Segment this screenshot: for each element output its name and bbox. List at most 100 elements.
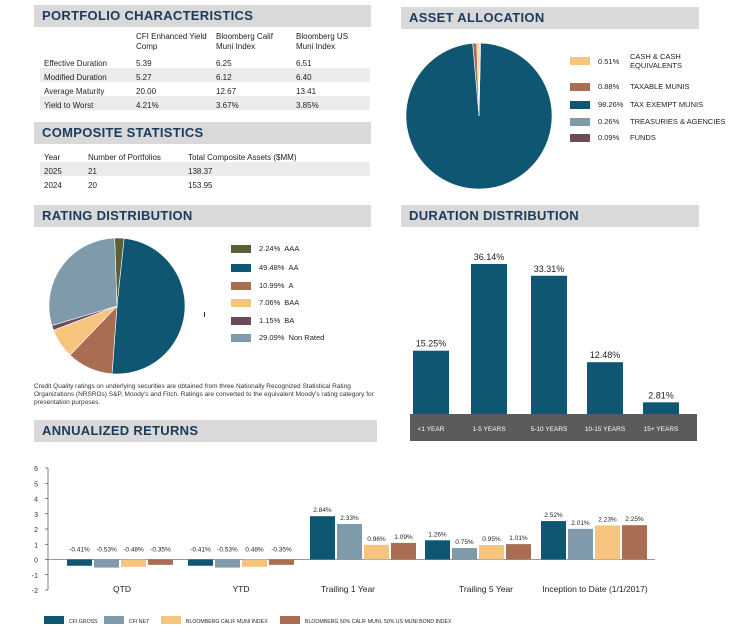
returns-bar-label: 0.75% — [455, 539, 474, 546]
legend-label: TREASURIES & AGENCIES — [630, 117, 726, 126]
returns-bar — [242, 559, 267, 567]
duration-bar — [587, 362, 623, 414]
returns-bar-label: -0.35% — [150, 547, 171, 554]
y-tick-label: 6 — [34, 466, 38, 473]
legend-label: A — [288, 281, 294, 290]
duration-distribution-chart: 15.25% <1 YEAR 36.14% 1-5 YEARS 33.31% 5-10 Y… — [410, 252, 697, 441]
legend-swatch — [280, 616, 300, 624]
row-label: Yield to Worst — [44, 101, 94, 110]
duration-bar — [471, 264, 507, 414]
table-row: Yield to Worst 4.21% 3.67% 3.85% — [40, 96, 370, 110]
returns-bar — [67, 559, 92, 566]
returns-bar-label: -0.35% — [271, 547, 292, 554]
table-cell: 2024 — [44, 181, 62, 190]
legend-label: BA — [284, 316, 295, 325]
rating-footnote: Credit Quality ratings on underlying sec… — [34, 383, 374, 406]
portfolio-characteristics-table: CFI Enhanced Yield Comp Bloomberg Calif … — [40, 32, 370, 110]
returns-bar — [425, 540, 450, 560]
returns-category-label: QTD — [113, 584, 131, 594]
table-cell: 20 — [88, 181, 97, 190]
rating-slice-aa — [111, 238, 186, 375]
duration-category-label: 15+ YEARS — [644, 426, 679, 433]
duration-bar — [531, 275, 567, 414]
returns-category-label: Trailing 1 Year — [321, 584, 375, 594]
returns-category-label: YTD — [233, 584, 250, 594]
legend-pct: 98.26% — [598, 100, 624, 109]
legend-item: 7.06% BAA — [231, 298, 299, 307]
col-header: CFI Enhanced Yield Comp — [136, 32, 207, 51]
returns-bar — [595, 525, 620, 560]
returns-bar — [188, 559, 213, 566]
returns-bar — [506, 544, 531, 560]
rating-distribution-header: RATING DISTRIBUTION — [34, 205, 371, 227]
legend-label: AA — [288, 263, 299, 272]
returns-bar-label: -0.41% — [190, 547, 211, 554]
table-cell: 13.41 — [296, 87, 317, 96]
col-header: Total Composite Assets ($MM) — [188, 153, 297, 162]
legend-pct: 7.06% — [259, 298, 281, 307]
duration-category-label: 10-15 YEARS — [585, 426, 626, 433]
table-cell: 6.25 — [216, 59, 232, 68]
returns-bar-label: 2.01% — [571, 520, 590, 527]
returns-bar-label: 2.25% — [625, 516, 644, 523]
returns-bar-label: 2.33% — [340, 515, 359, 522]
legend-item: 49.48% AA — [231, 263, 298, 272]
duration-bar-label: 36.14% — [474, 252, 505, 262]
returns-bar-label: 0.96% — [367, 536, 386, 543]
legend-label: CFI GROSS — [69, 619, 98, 625]
legend-label: CFI NET — [129, 619, 150, 625]
returns-bar-label: 1.26% — [428, 531, 447, 538]
table-cell: 5.39 — [136, 59, 152, 68]
duration-bar-label: 12.48% — [590, 350, 621, 360]
col-header: Year — [44, 153, 61, 162]
returns-bar — [148, 559, 173, 565]
returns-bar — [391, 542, 416, 560]
rating-slice-non-rated — [48, 237, 118, 326]
returns-bar — [364, 544, 389, 560]
table-row: Effective Duration 5.39 6.25 6.51 — [40, 54, 370, 68]
legend-label: BLOOMBERG 50% CALIF MUNI, 50% US MUNI BO… — [305, 619, 452, 625]
table-cell: 6.40 — [296, 73, 312, 82]
duration-distribution-header: DURATION DISTRIBUTION — [401, 205, 699, 227]
col-header: Number of Portfolios — [88, 153, 161, 162]
legend-label: AAA — [284, 244, 300, 253]
y-tick-label: 2 — [34, 527, 38, 534]
asset-allocation-pie — [406, 42, 552, 190]
table-cell: 2025 — [44, 167, 62, 176]
table-cell: 3.85% — [296, 101, 319, 110]
asset-allocation-header: ASSET ALLOCATION — [401, 7, 699, 29]
y-tick-label: 1 — [34, 542, 38, 549]
legend-pct: 29.09% — [259, 333, 285, 342]
returns-bar-label: 0.48% — [245, 547, 264, 554]
returns-bar — [121, 559, 146, 567]
legend-swatch — [231, 316, 251, 325]
returns-bar — [452, 548, 477, 560]
legend-pct: 49.48% — [259, 263, 285, 272]
composite-statistics-header: COMPOSITE STATISTICS — [34, 122, 371, 144]
legend-label: TAX EXEMPT MUNIS — [630, 100, 704, 109]
legend-pct: 0.51% — [598, 56, 620, 66]
legend-label: TAXABLE MUNIS — [630, 82, 690, 91]
legend-swatch — [231, 281, 251, 290]
legend-item: 1.15% BA — [231, 316, 294, 325]
legend-item: 0.09% FUNDS — [570, 133, 656, 142]
legend-swatch — [231, 298, 251, 307]
legend-label: Non Rated — [288, 333, 325, 342]
table-cell: 4.21% — [136, 101, 159, 110]
returns-bar — [622, 525, 647, 560]
col-header: Bloomberg Calif Muni Index — [216, 32, 273, 51]
returns-bar — [479, 545, 504, 560]
legend-swatch — [161, 616, 181, 624]
returns-bar-label: 1.01% — [509, 535, 528, 542]
row-label: Average Maturity — [44, 87, 105, 96]
table-cell: 6.51 — [296, 59, 312, 68]
duration-category-label: <1 YEAR — [418, 426, 445, 433]
table-cell: 3.67% — [216, 101, 239, 110]
legend-swatch — [231, 244, 251, 253]
returns-bar-label: 2.84% — [313, 507, 332, 514]
portfolio-characteristics-header: PORTFOLIO CHARACTERISTICS — [34, 5, 371, 27]
duration-bar — [413, 350, 449, 414]
table-row: 2025 21 138.37 — [40, 162, 370, 176]
legend-swatch — [570, 57, 590, 65]
rating-distribution-pie — [48, 237, 186, 375]
